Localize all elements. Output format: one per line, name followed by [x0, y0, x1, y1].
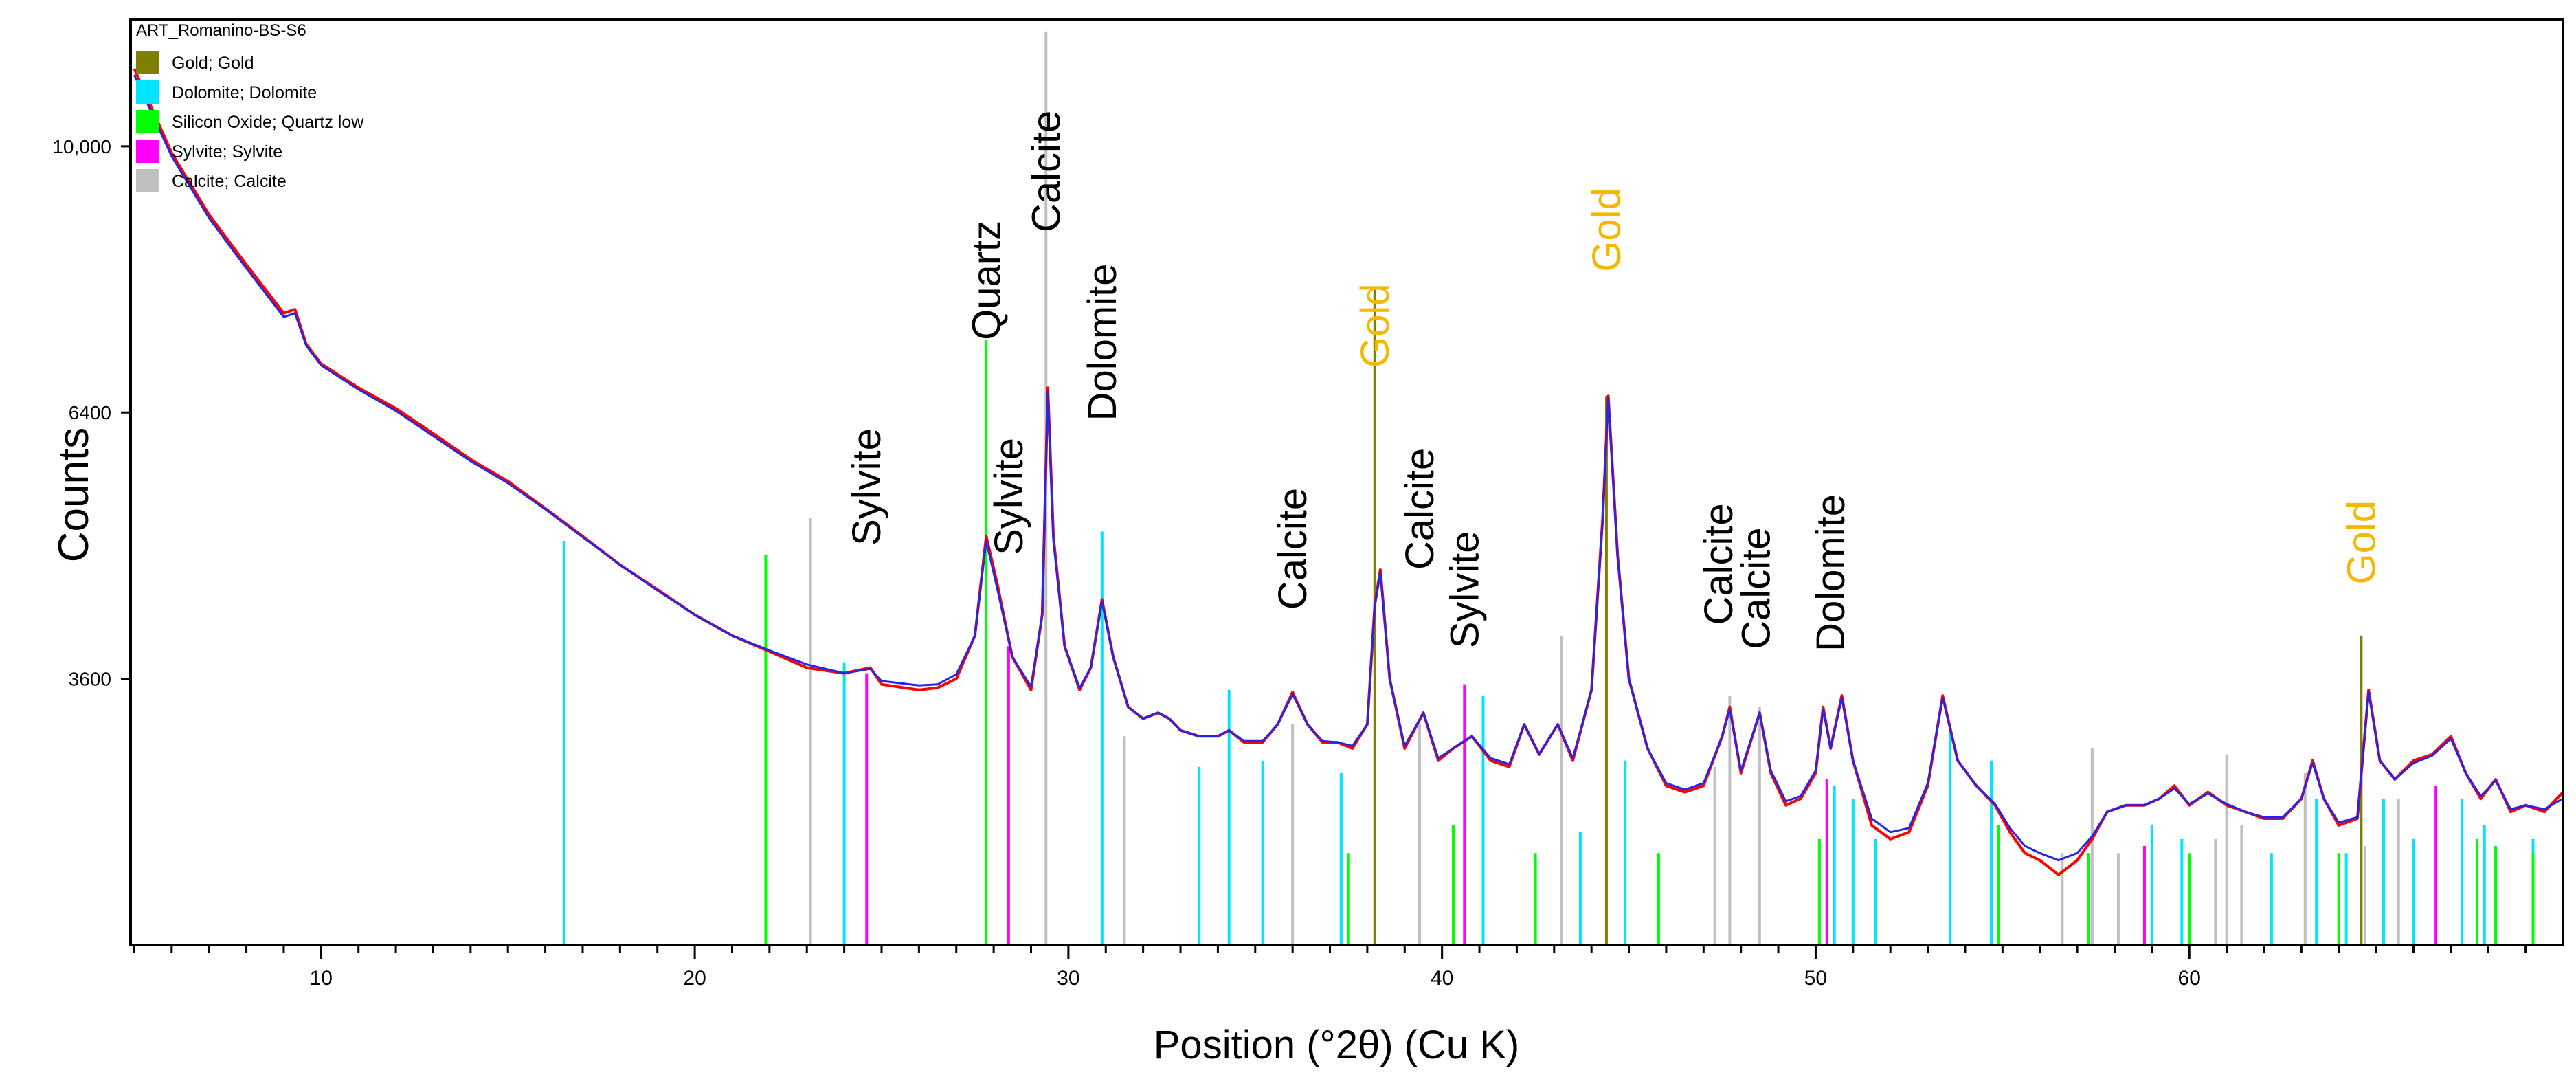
legend-label: Sylvite; Sylvite [172, 142, 282, 162]
x-axis-label: Position (°2θ) (Cu K) [1154, 1023, 1519, 1067]
legend-title: ART_Romanino-BS-S6 [136, 21, 306, 40]
y-tick-label: 3600 [69, 669, 111, 690]
annotation-sylvite: Sylvite [1442, 531, 1487, 648]
x-tick-label: 60 [2178, 967, 2201, 990]
legend-swatch [136, 110, 159, 133]
annotation-calcite: Calcite [1270, 488, 1315, 610]
annotation-quartz: Quartz [964, 221, 1009, 340]
annotation-calcite: Calcite [1696, 503, 1741, 625]
annotation-gold: Gold [1584, 188, 1629, 272]
series-calculated-line [133, 74, 2564, 862]
annotation-dolomite: Dolomite [1808, 494, 1853, 652]
y-axis-label: Counts [50, 427, 98, 562]
plot-frame [129, 18, 2564, 946]
annotation-calcite: Calcite [1024, 111, 1068, 232]
annotation-gold: Gold [2339, 500, 2384, 585]
annotation-dolomite: Dolomite [1080, 264, 1125, 421]
x-tick-label: 50 [1804, 967, 1827, 990]
x-tick-label: 10 [310, 967, 333, 990]
x-tick-label: 30 [1057, 967, 1079, 990]
legend-label: Dolomite; Dolomite [172, 83, 317, 102]
y-tick-label: 10,000 [52, 136, 111, 157]
y-tick-label: 6400 [69, 402, 111, 423]
axes: 10 20 30 40 50 60 3600 6400 10,000 [52, 136, 2527, 990]
legend-swatch [136, 80, 159, 104]
reference-lines [562, 31, 2535, 945]
phase-annotations: SylviteQuartzSylviteCalciteDolomiteCalci… [844, 111, 2384, 652]
x-tick-label: 20 [683, 967, 706, 990]
legend-swatch [136, 169, 159, 192]
legend-swatch [136, 140, 159, 163]
x-tick-label: 40 [1431, 967, 1453, 990]
legend-label: Gold; Gold [172, 54, 254, 73]
legend-label: Calcite; Calcite [172, 172, 287, 191]
annotation-calcite: Calcite [1398, 448, 1442, 570]
legend-label: Silicon Oxide; Quartz low [172, 113, 364, 132]
annotation-sylvite: Sylvite [844, 428, 889, 546]
legend-swatch [136, 51, 159, 74]
legend: ART_Romanino-BS-S6 Gold; Gold Dolomite; Do… [136, 21, 364, 192]
annotation-gold: Gold [1353, 283, 1398, 368]
annotation-calcite: Calcite [1734, 528, 1778, 649]
series-layer [133, 68, 2564, 876]
annotation-sylvite: Sylvite [987, 438, 1031, 555]
